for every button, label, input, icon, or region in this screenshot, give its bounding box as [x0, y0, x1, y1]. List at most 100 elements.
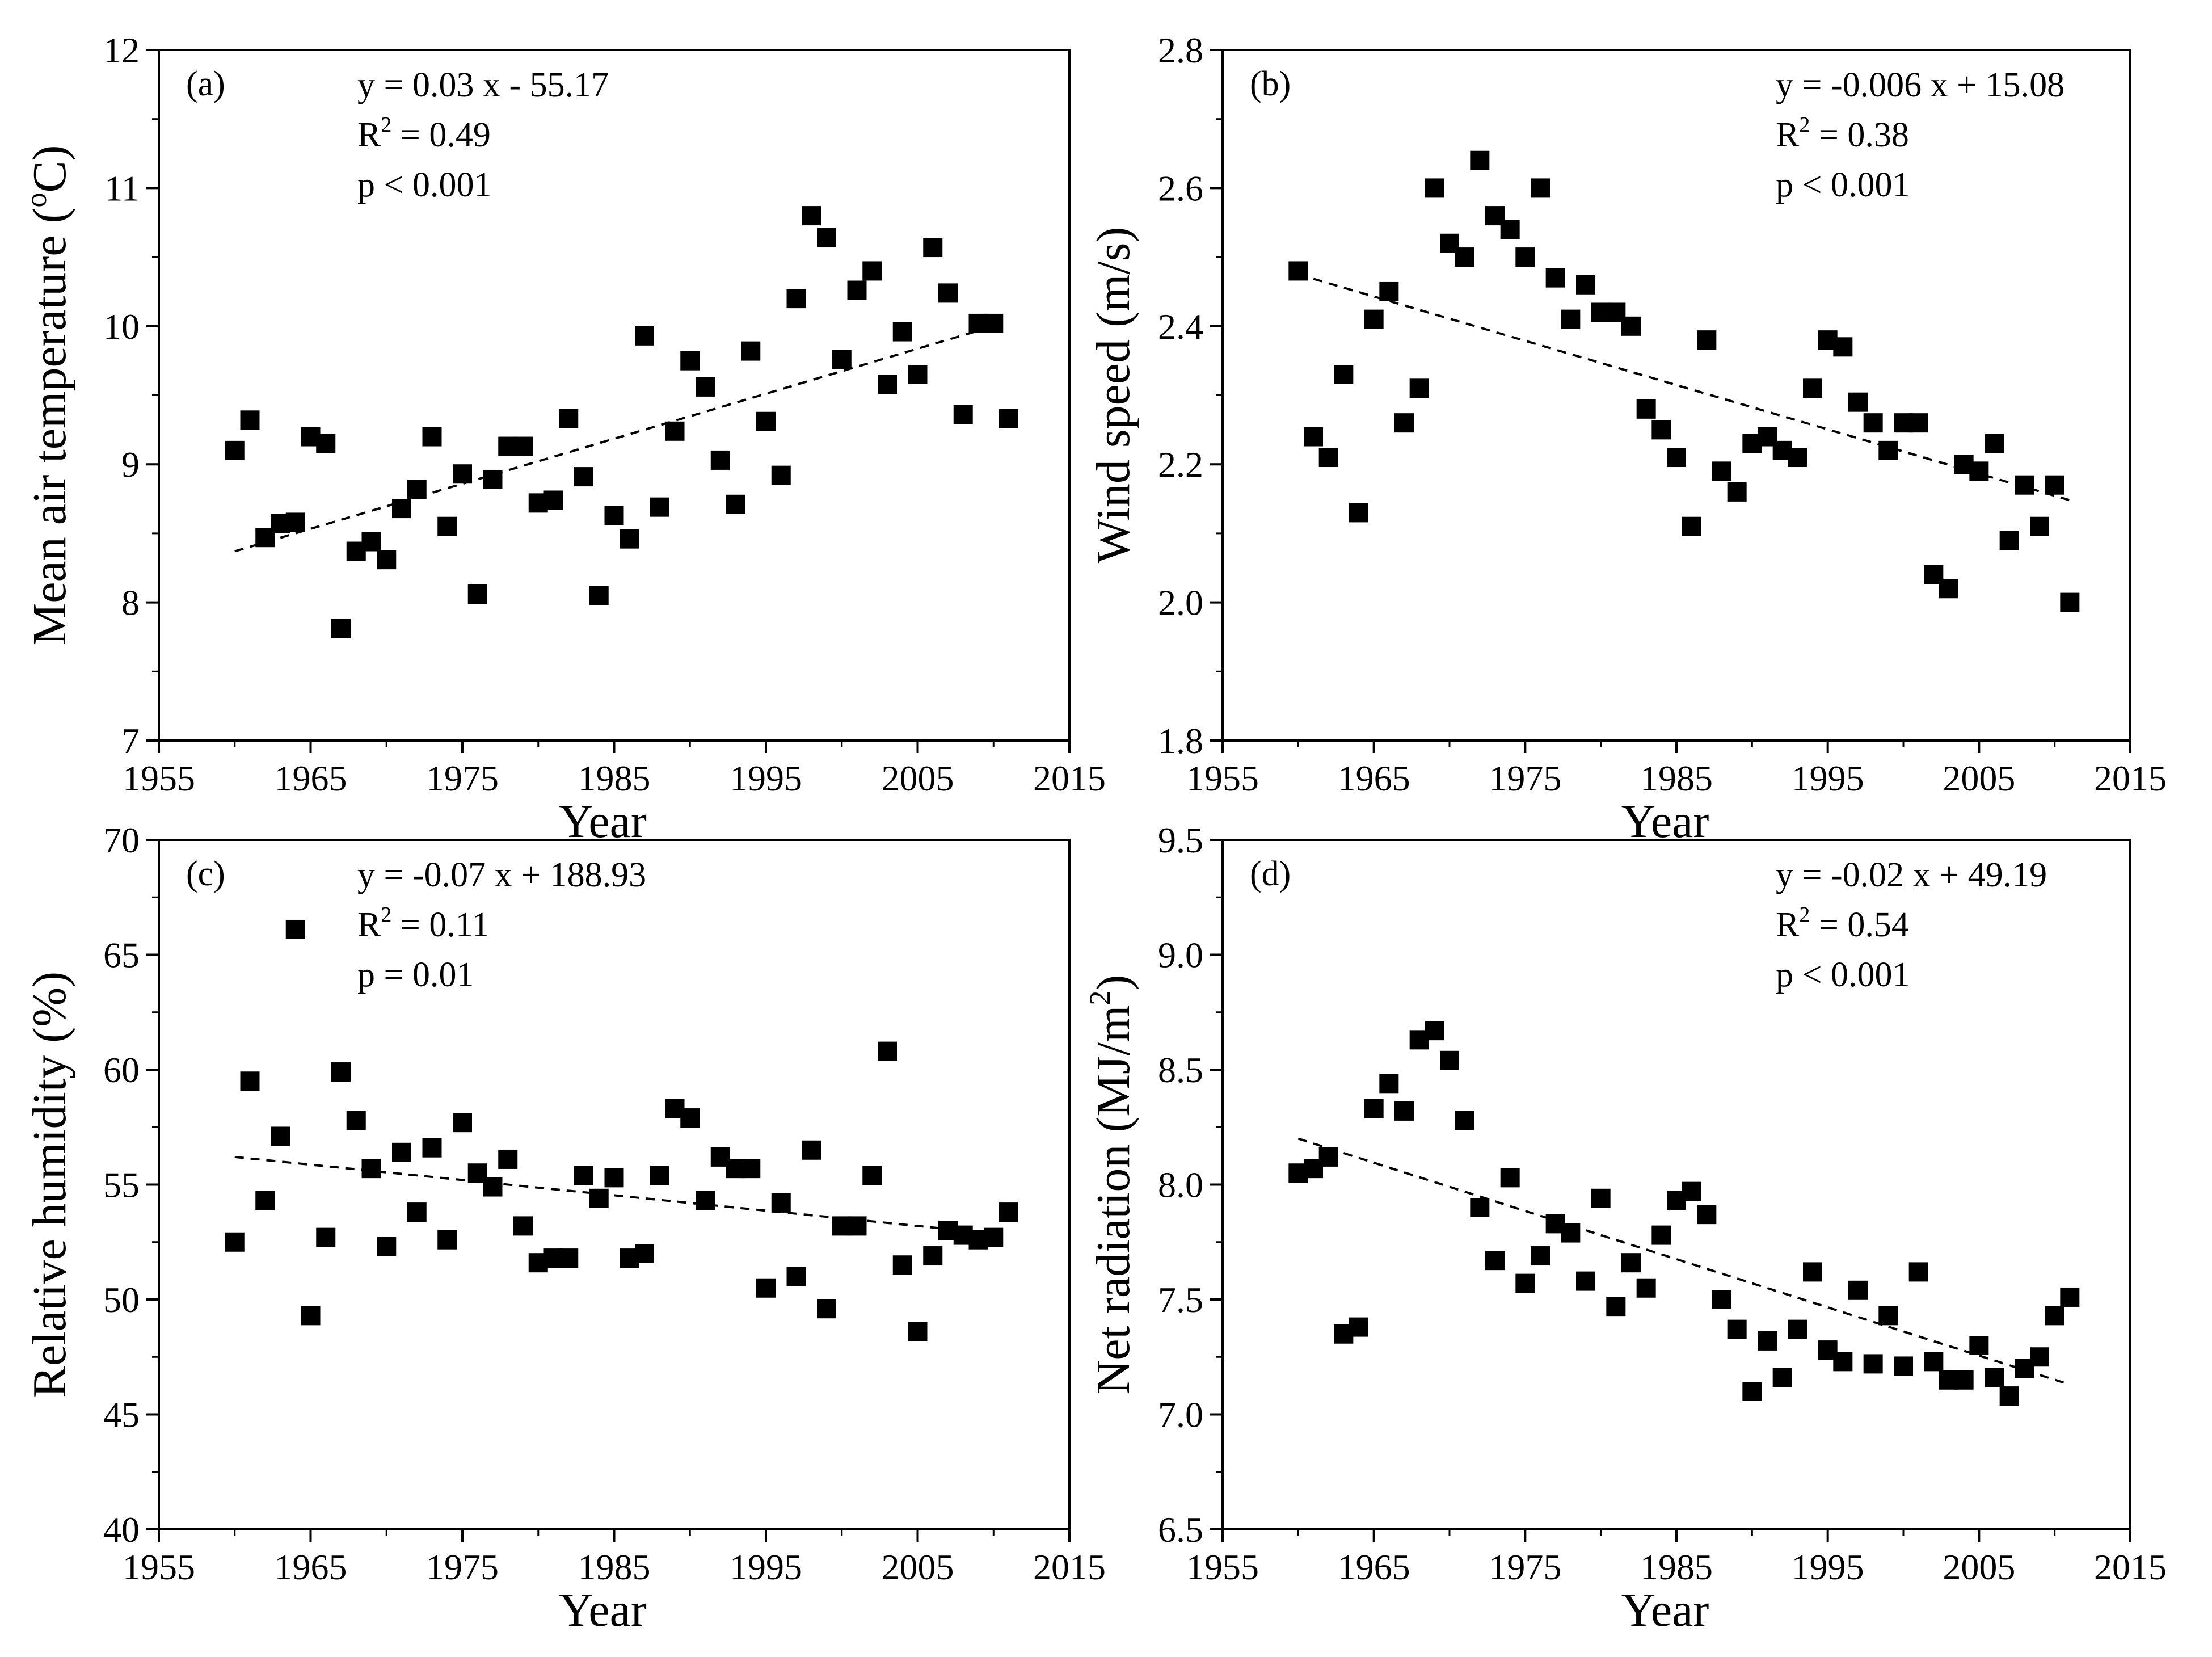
- panel-b-data-point: [2030, 516, 2049, 536]
- panel-d-x-tick-label: 1995: [1792, 1547, 1864, 1587]
- panel-c-p-value: p = 0.01: [357, 956, 474, 994]
- panel-a-data-point: [999, 409, 1018, 428]
- panel-c-data-point: [346, 1111, 366, 1130]
- panel-b-data-point: [1379, 281, 1399, 301]
- panel-d-y-tick-label: 9.5: [1158, 820, 1203, 860]
- panel-a-data-point: [240, 410, 260, 430]
- panel-c-data-point: [999, 1202, 1018, 1222]
- panel-a-x-tick-label: 2015: [1033, 758, 1106, 798]
- panel-a-data-point: [543, 490, 563, 510]
- panel-b-data-point: [1561, 309, 1581, 329]
- panel-d-data-point: [1742, 1382, 1762, 1401]
- panel-a-data-point: [741, 341, 761, 361]
- panel-a-data-point: [620, 529, 639, 549]
- panel-d-data-point: [1727, 1319, 1747, 1339]
- panel-a-x-tick-label: 1985: [578, 758, 651, 798]
- panel-c-y-tick-label: 55: [103, 1165, 140, 1205]
- panel-c-data-point: [331, 1062, 351, 1082]
- panel-d-y-tick-label: 8.0: [1158, 1165, 1203, 1205]
- panel-a-data-point: [559, 409, 579, 428]
- panel-d-data-point: [2060, 1287, 2080, 1307]
- panel-c-data-point: [437, 1230, 457, 1250]
- panel-b-r-squared: R2 = 0.38: [1776, 113, 1909, 154]
- panel-c-data-point: [817, 1299, 836, 1319]
- panel-b-y-tick-label: 2.2: [1158, 444, 1203, 485]
- panel-a-y-tick-label: 7: [121, 721, 140, 761]
- panel-d-data-point: [1485, 1251, 1505, 1271]
- panel-d-x-tick-label: 2005: [1943, 1547, 2015, 1587]
- panel-c-data-point: [650, 1166, 669, 1185]
- panel-c-data-point: [604, 1168, 624, 1188]
- panel-a-y-axis-title-main: Mean air temperature (: [23, 208, 76, 646]
- panel-b-data-point: [2045, 475, 2064, 495]
- panel-a-data-point: [892, 322, 912, 342]
- panel-a-y-tick-label: 9: [121, 444, 140, 485]
- panel-a-data-point: [361, 532, 381, 552]
- panel-a-data-point: [862, 261, 882, 281]
- panel-b-data-point: [1636, 399, 1656, 419]
- panel-d-data-point: [1621, 1253, 1641, 1273]
- panel-b-y-tick-label: 2.6: [1158, 168, 1203, 208]
- panel-a-p-value: p < 0.001: [357, 166, 491, 204]
- panel-b-x-tick-label: 1955: [1186, 758, 1259, 798]
- panel-a-data-point: [604, 506, 624, 525]
- panel-d-r-squared-value: = 0.54: [1810, 906, 1908, 944]
- panel-d-data-point: [1985, 1368, 2004, 1387]
- panel-d-data-point: [1531, 1246, 1550, 1266]
- panel-c-data-point: [498, 1149, 518, 1169]
- panel-d-data-point: [1712, 1290, 1731, 1309]
- panel-c-y-tick-label: 65: [103, 935, 140, 975]
- panel-d-data-point: [1772, 1368, 1792, 1387]
- panel-a-data-point: [467, 584, 487, 604]
- panel-c-data-point: [892, 1255, 912, 1275]
- panel-c-r-squared: R2 = 0.11: [357, 903, 490, 944]
- panel-d-data-point: [2045, 1306, 2064, 1326]
- panel-c-data-point: [908, 1322, 928, 1341]
- panel-a-data-point: [225, 440, 245, 460]
- panel-a-data-point: [696, 377, 715, 397]
- panel-a-data-point: [817, 228, 836, 248]
- panel-d-data-point: [1636, 1278, 1656, 1298]
- panel-a-data-point: [285, 512, 305, 532]
- panel-c-data-point: [771, 1193, 791, 1213]
- panel-b-data-point: [1833, 337, 1853, 357]
- panel-c-x-tick-label: 2015: [1033, 1547, 1106, 1587]
- panel-d-data-point: [1894, 1356, 1913, 1376]
- panel-c-data-point: [923, 1246, 943, 1266]
- panel-c-r-squared-value: = 0.11: [391, 906, 489, 944]
- panel-b-label: (b): [1250, 65, 1291, 103]
- panel-d-data-point: [1848, 1280, 1868, 1300]
- panel-c-data-point: [802, 1140, 821, 1160]
- panel-c-data-point: [847, 1216, 867, 1236]
- panel-d-x-tick-label: 1985: [1640, 1547, 1713, 1587]
- panel-d-marks: 1955 1965 1975 1985 1995 2005 2015 6.5 7.0 7.5 8.0…: [1158, 820, 2167, 1587]
- panel-d-data-point: [1803, 1262, 1822, 1282]
- panel-a-data-point: [878, 375, 897, 394]
- panel-a-data-point: [953, 405, 973, 424]
- panel-d-data-point: [1606, 1297, 1626, 1317]
- panel-d-x-tick-label: 1965: [1338, 1547, 1410, 1587]
- panel-b-y-axis-title: Wind speed (m/s): [1087, 227, 1140, 564]
- panel-a-data-point: [513, 436, 533, 456]
- panel-c-label: (c): [186, 855, 225, 893]
- panel-d: 1955 1965 1975 1985 1995 2005 2015 6.5 7.0 7.5 8.0…: [1084, 820, 2167, 1637]
- panel-c-data-point: [361, 1159, 381, 1179]
- panel-d-data-point: [1515, 1273, 1535, 1293]
- panel-a-trend-line: [234, 325, 994, 553]
- panel-c-data-point: [316, 1227, 336, 1247]
- panel-b-data-point: [1318, 448, 1338, 468]
- panel-d-y-tick-label: 9.0: [1158, 935, 1203, 975]
- panel-a-y-axis-title-superscript: o: [20, 193, 53, 208]
- panel-b-data-point: [1576, 275, 1595, 295]
- panel-d-data-point: [1394, 1101, 1414, 1121]
- panel-c-y-tick-label: 45: [103, 1395, 140, 1435]
- panel-b-data-point: [1288, 261, 1308, 281]
- panel-a-data-point: [665, 421, 685, 441]
- panel-a-data-point: [786, 289, 806, 309]
- panel-b-data-point: [1425, 178, 1444, 198]
- panel-d-data-point: [2030, 1347, 2049, 1367]
- panel-c-data-point: [862, 1166, 882, 1185]
- panel-c-data-point: [696, 1191, 715, 1210]
- panel-d-y-tick-label: 8.5: [1158, 1050, 1203, 1090]
